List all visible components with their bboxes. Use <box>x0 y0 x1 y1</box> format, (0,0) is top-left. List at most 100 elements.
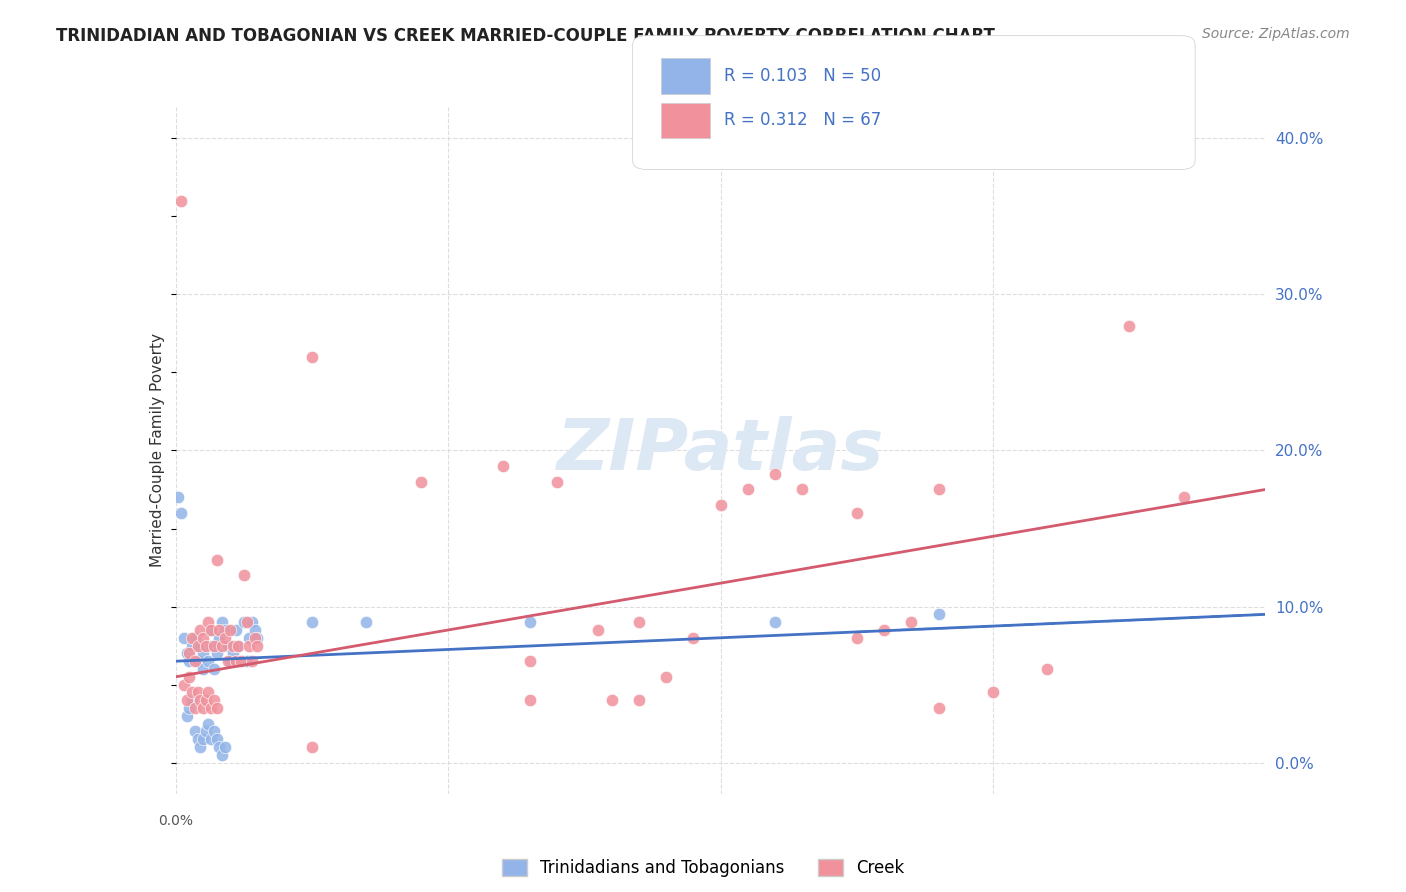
Point <box>170 194 193 208</box>
Point <box>181 631 204 645</box>
Text: 0.0%: 0.0% <box>159 814 193 829</box>
Point <box>246 639 269 653</box>
Point <box>600 693 623 707</box>
Point <box>928 483 950 497</box>
Point <box>202 662 225 676</box>
Point <box>208 631 231 645</box>
Point <box>181 639 204 653</box>
Point <box>792 483 814 497</box>
Point <box>186 654 209 668</box>
Point <box>197 685 219 699</box>
Point <box>208 623 231 637</box>
Y-axis label: Married-Couple Family Poverty: Married-Couple Family Poverty <box>150 334 166 567</box>
Point <box>200 732 222 747</box>
Point <box>194 724 217 739</box>
Point <box>845 631 868 645</box>
Point <box>214 623 236 637</box>
Point <box>179 701 201 715</box>
Point <box>211 639 233 653</box>
Legend: Trinidadians and Tobagonians, Creek: Trinidadians and Tobagonians, Creek <box>495 852 911 884</box>
Point <box>519 654 541 668</box>
Point <box>301 350 323 364</box>
Point <box>763 615 786 630</box>
Point <box>222 646 245 660</box>
Point <box>228 639 250 653</box>
Point <box>627 615 650 630</box>
Point <box>197 716 219 731</box>
Point <box>197 615 219 630</box>
Point <box>176 708 198 723</box>
Point <box>176 693 198 707</box>
Point <box>1036 662 1059 676</box>
Point <box>627 693 650 707</box>
Point <box>191 646 214 660</box>
Point <box>200 623 222 637</box>
Point <box>170 506 193 520</box>
Point <box>586 623 609 637</box>
Point <box>243 623 266 637</box>
Point <box>191 631 214 645</box>
Point <box>492 458 515 473</box>
Point <box>243 631 266 645</box>
Point <box>208 740 231 755</box>
Point <box>179 646 201 660</box>
Point <box>240 615 263 630</box>
Point <box>200 639 222 653</box>
Point <box>205 701 228 715</box>
Point <box>301 615 323 630</box>
Point <box>246 631 269 645</box>
Point <box>873 623 896 637</box>
Point <box>167 490 190 504</box>
Text: R = 0.312   N = 67: R = 0.312 N = 67 <box>724 112 882 129</box>
Point <box>231 654 253 668</box>
Text: Source: ZipAtlas.com: Source: ZipAtlas.com <box>1202 27 1350 41</box>
Point <box>228 639 250 653</box>
Point <box>205 646 228 660</box>
Point <box>188 623 211 637</box>
Point <box>188 740 211 755</box>
Text: TRINIDADIAN AND TOBAGONIAN VS CREEK MARRIED-COUPLE FAMILY POVERTY CORRELATION CH: TRINIDADIAN AND TOBAGONIAN VS CREEK MARR… <box>56 27 995 45</box>
Point <box>194 693 217 707</box>
Point <box>225 623 247 637</box>
Point <box>179 654 201 668</box>
Point <box>225 654 247 668</box>
Point <box>356 615 378 630</box>
Point <box>173 678 195 692</box>
Point <box>186 639 209 653</box>
Point <box>179 670 201 684</box>
Point <box>184 654 207 668</box>
Point <box>211 615 233 630</box>
Point <box>217 654 239 668</box>
Point <box>546 475 568 489</box>
Point <box>219 623 242 637</box>
Point <box>981 685 1004 699</box>
Point <box>191 662 214 676</box>
Point <box>214 740 236 755</box>
Point <box>737 483 759 497</box>
Point <box>211 747 233 762</box>
Point <box>682 631 704 645</box>
Point <box>235 615 257 630</box>
Point <box>238 639 260 653</box>
Point <box>928 607 950 622</box>
Point <box>194 639 217 653</box>
Point <box>222 639 245 653</box>
Point <box>710 498 733 512</box>
Point <box>191 732 214 747</box>
Point <box>232 615 254 630</box>
Text: ZIPatlas: ZIPatlas <box>557 416 884 485</box>
Point <box>519 615 541 630</box>
Point <box>214 631 236 645</box>
Point <box>519 693 541 707</box>
Point <box>202 724 225 739</box>
Point <box>188 693 211 707</box>
Point <box>181 685 204 699</box>
Point <box>240 654 263 668</box>
Point <box>181 693 204 707</box>
Point <box>232 568 254 582</box>
Point <box>235 654 257 668</box>
Point <box>409 475 432 489</box>
Point <box>188 639 211 653</box>
Point <box>202 639 225 653</box>
Point <box>186 685 209 699</box>
